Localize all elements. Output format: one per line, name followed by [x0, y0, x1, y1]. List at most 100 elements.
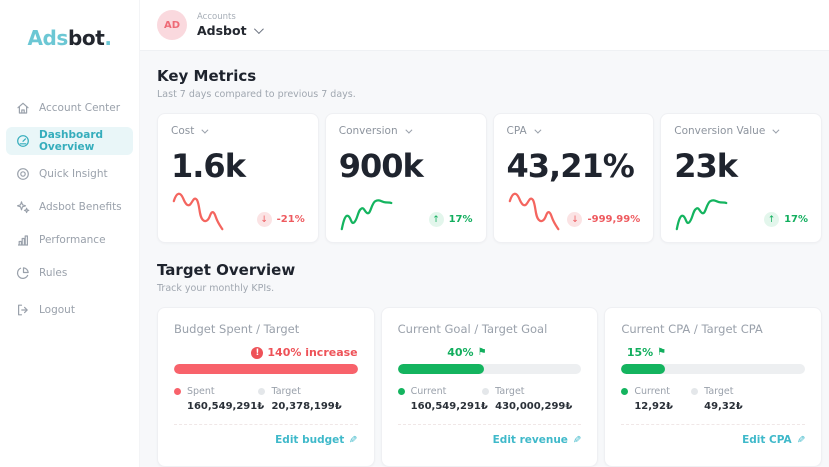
main-area: AD Accounts Adsbot Key Metrics Last 7 da… [140, 0, 829, 467]
logo-suffix: bot [67, 26, 105, 50]
legend-dot [482, 388, 490, 395]
trend-arrow-icon: ↓↑ [256, 212, 272, 227]
sidebar-item-label: Rules [39, 267, 68, 279]
target-overview-subtitle: Track your monthly KPIs. [157, 283, 275, 294]
metric-card-cost: Cost 1.6k ↓↑ -21% [157, 113, 319, 243]
pencil-icon: ✎ [572, 434, 582, 446]
target-card-title: Current Goal / Target Goal [397, 322, 548, 336]
divider [621, 424, 805, 425]
progress-track [621, 364, 805, 374]
metric-selector[interactable]: Conversion [339, 125, 473, 137]
sidebar-item-label: Performance [39, 234, 106, 246]
legend-label: Target [271, 386, 301, 397]
sparkline-up-icon [675, 199, 728, 231]
target-overview-title: Target Overview [157, 261, 296, 279]
metric-card-conversion: Conversion 900k ↓↑ 17% [324, 113, 487, 243]
progress-status: ! 15% ⚑ [627, 346, 666, 359]
sidebar-item-performance[interactable]: Performance [6, 226, 133, 254]
change-value: 17% [448, 214, 473, 225]
flag-icon: ⚑ [657, 347, 667, 358]
sidebar-item-logout[interactable]: Logout [6, 296, 133, 324]
target-card-title: Current CPA / Target CPA [621, 322, 763, 336]
progress-fill [397, 364, 484, 374]
chevron-down-icon [201, 126, 209, 134]
pie-chart-icon [16, 266, 30, 280]
sparkline-up-icon [340, 199, 393, 231]
flag-icon: ⚑ [477, 347, 487, 358]
status-text: 140% increase [267, 346, 358, 359]
legend-dot [174, 388, 181, 395]
change-badge: ↓↑ -21% [256, 212, 305, 227]
progress-fill [621, 364, 666, 374]
trend-arrow-icon: ↓↑ [567, 212, 583, 227]
edit-revenue-button[interactable]: Edit revenue ✎ [493, 434, 582, 446]
metric-cards-row: Cost 1.6k ↓↑ -21% [157, 113, 822, 243]
progress-status: ! 40% ⚑ [447, 346, 486, 359]
metric-label: Conversion Value [674, 125, 766, 137]
legend-label: Target [704, 386, 734, 397]
legend-value: 160,549,291₺ [410, 401, 488, 412]
edit-label: Edit CPA [742, 434, 792, 446]
legend-value: 49,32₺ [704, 401, 743, 412]
legend-value: 160,549,291₺ [187, 401, 265, 412]
progress-status: ! 140% increase ⚑ [251, 346, 358, 359]
target-overview-section: Target Overview Track your monthly KPIs.… [157, 261, 822, 467]
target-card-cpa: Current CPA / Target CPA ! 15% ⚑ [604, 307, 822, 467]
chevron-down-icon [534, 126, 542, 134]
status-text: 15% [626, 346, 654, 359]
legend-value: 12,92₺ [634, 401, 673, 412]
logo-prefix: Ads [27, 26, 68, 50]
key-metrics-title: Key Metrics [157, 67, 257, 85]
account-switcher[interactable]: Adsbot [197, 23, 264, 38]
metric-label: Cost [171, 125, 195, 137]
metric-value: 1.6k [171, 147, 246, 185]
sidebar-item-account-center[interactable]: Account Center [6, 94, 133, 122]
change-value: -21% [276, 214, 305, 225]
key-metrics-section: Key Metrics Last 7 days compared to prev… [157, 67, 822, 243]
metric-selector[interactable]: CPA [507, 125, 641, 137]
status-text: 40% [447, 346, 474, 359]
metric-value: 23k [674, 147, 738, 185]
target-cards-row: Budget Spent / Target ! 140% increase ⚑ [157, 307, 822, 467]
sidebar-item-adsbot-benefits[interactable]: Adsbot Benefits [6, 193, 133, 221]
legend: Spent 160,549,291₺ Target 20,378,199₺ [174, 386, 358, 412]
metric-selector[interactable]: Cost [171, 125, 305, 137]
sidebar-item-quick-insight[interactable]: Quick Insight [6, 160, 133, 188]
logo-dot: . [104, 26, 112, 50]
sidebar-item-dashboard-overview[interactable]: Dashboard Overview [6, 127, 133, 155]
legend-dot [397, 388, 405, 395]
metric-label: Conversion [338, 125, 398, 137]
sidebar-item-rules[interactable]: Rules [6, 259, 133, 287]
progress-track [397, 364, 582, 374]
chevron-down-icon [405, 126, 413, 134]
change-badge: ↓↑ 17% [428, 212, 473, 227]
trend-arrow-icon: ↓↑ [764, 212, 780, 227]
metric-selector[interactable]: Conversion Value [674, 125, 808, 137]
target-card-title: Budget Spent / Target [174, 322, 300, 336]
trend-arrow-icon: ↓↑ [428, 212, 444, 227]
legend-dot [621, 388, 629, 395]
metric-card-conversion-value: Conversion Value 23k ↓↑ 17% [660, 113, 822, 243]
home-icon [16, 101, 30, 115]
sparkline-down-icon [508, 192, 559, 231]
edit-label: Edit budget [275, 434, 345, 446]
legend-label: Spent [187, 386, 215, 397]
topbar: AD Accounts Adsbot [140, 0, 829, 51]
bar-chart-icon [16, 233, 30, 247]
change-badge: ↓↑ -999,99% [567, 212, 640, 227]
legend-dot [691, 388, 699, 395]
legend: Current 160,549,291₺ Target 430,000,299₺ [397, 386, 582, 412]
legend-label: Current [634, 386, 671, 397]
legend-dot [258, 388, 266, 395]
accounts-label: Accounts [197, 12, 236, 22]
edit-cpa-button[interactable]: Edit CPA ✎ [742, 434, 805, 446]
alert-icon: ! [251, 346, 264, 359]
change-badge: ↓↑ 17% [764, 212, 808, 227]
page-content: Key Metrics Last 7 days compared to prev… [140, 51, 829, 467]
sparkline-down-icon [172, 192, 224, 231]
account-avatar: AD [157, 10, 187, 40]
key-metrics-subtitle: Last 7 days compared to previous 7 days. [157, 89, 356, 100]
edit-budget-button[interactable]: Edit budget ✎ [275, 434, 358, 446]
legend-label: Current [410, 386, 447, 397]
